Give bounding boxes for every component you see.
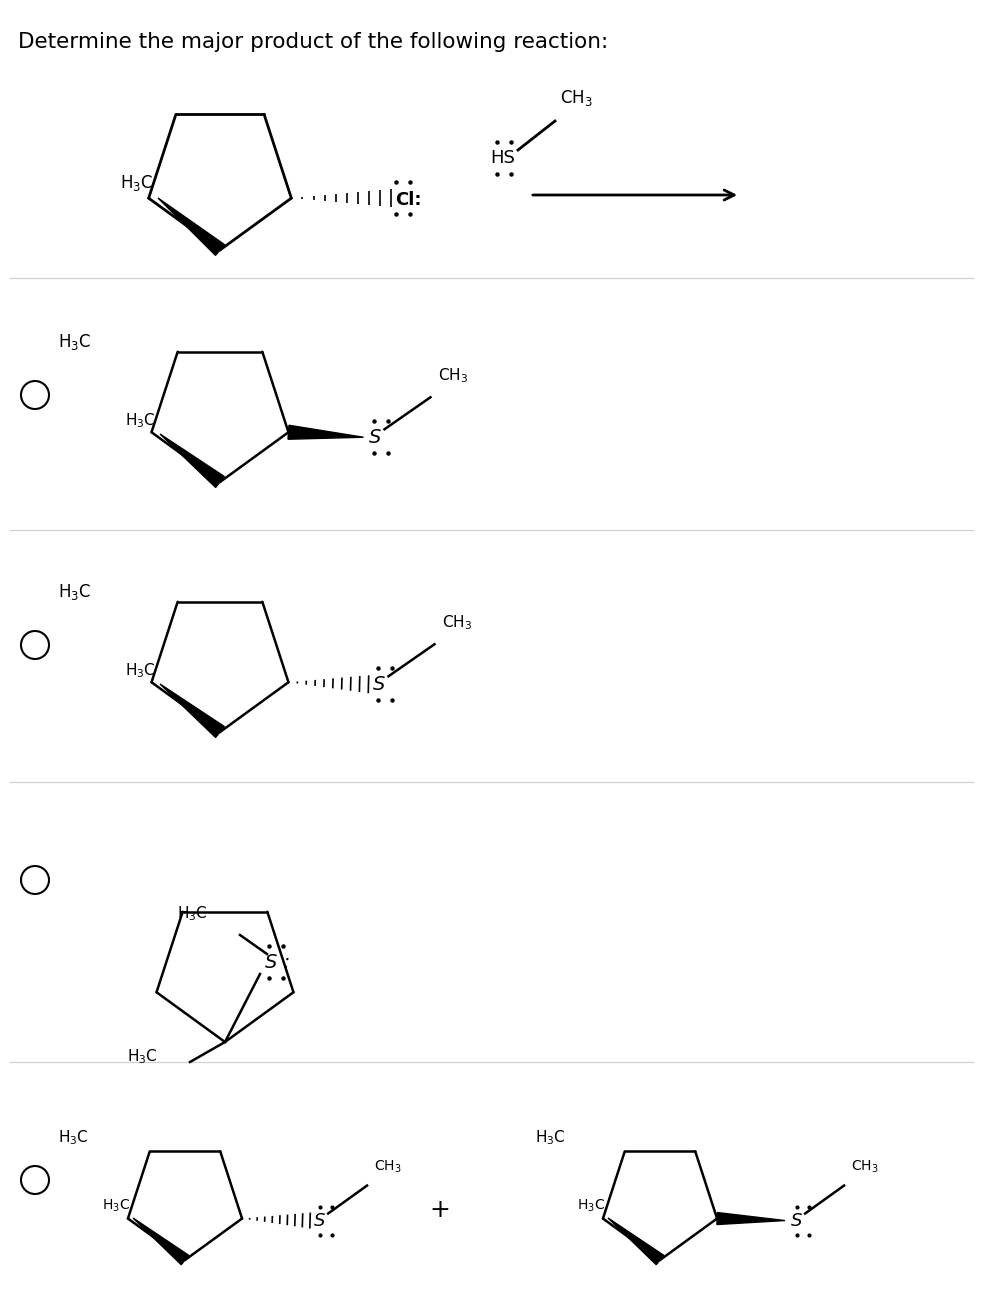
Polygon shape xyxy=(608,1219,664,1265)
Polygon shape xyxy=(288,425,364,440)
Text: S: S xyxy=(791,1212,802,1229)
Text: CH$_3$: CH$_3$ xyxy=(560,88,593,108)
Polygon shape xyxy=(158,197,224,255)
Text: Determine the major product of the following reaction:: Determine the major product of the follo… xyxy=(18,32,608,53)
Text: H$_3$C: H$_3$C xyxy=(577,1198,605,1213)
Text: S: S xyxy=(314,1212,325,1229)
Text: CH$_3$: CH$_3$ xyxy=(851,1158,879,1175)
Text: H$_3$C: H$_3$C xyxy=(102,1198,130,1213)
Polygon shape xyxy=(133,1219,189,1265)
Polygon shape xyxy=(160,434,224,487)
Text: H$_3$C: H$_3$C xyxy=(58,582,91,601)
Text: CH$_3$: CH$_3$ xyxy=(442,613,473,632)
Text: H$_3$C: H$_3$C xyxy=(535,1129,565,1148)
Text: +: + xyxy=(430,1198,450,1223)
Text: CH$_3$: CH$_3$ xyxy=(438,367,469,386)
Text: H$_3$C: H$_3$C xyxy=(125,412,156,430)
Text: Cl:: Cl: xyxy=(395,191,422,209)
Polygon shape xyxy=(160,684,224,737)
Text: H$_3$C: H$_3$C xyxy=(177,904,208,923)
Text: S: S xyxy=(369,428,380,446)
Text: H$_3$C: H$_3$C xyxy=(58,332,91,351)
Text: S: S xyxy=(373,675,385,694)
Text: H$_3$C: H$_3$C xyxy=(58,1129,88,1148)
Polygon shape xyxy=(717,1212,785,1225)
Text: H$_3$C: H$_3$C xyxy=(120,172,153,193)
Text: H$_3$C: H$_3$C xyxy=(125,662,156,680)
Text: S :: S : xyxy=(265,953,290,971)
Text: CH$_3$: CH$_3$ xyxy=(375,1158,402,1175)
Text: H$_3$C: H$_3$C xyxy=(128,1048,158,1066)
Text: HS: HS xyxy=(490,149,515,167)
